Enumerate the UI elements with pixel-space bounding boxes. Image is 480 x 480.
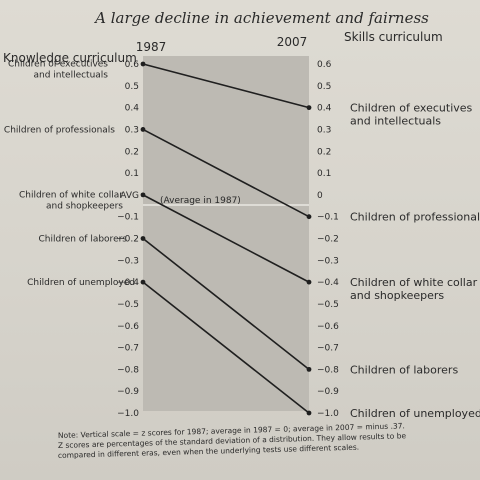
left-header: Knowledge curriculum [3,51,137,65]
right-axis-ticks: 0.6 0.5 0.4 0.3 0.2 0.1 0 −0.1 −0.2 −0.3 −0.4 −0.5 −… [317,60,339,419]
left-tick-label: −0.1 [117,213,139,223]
left-series-label: Children of laborers [38,235,127,245]
right-series-label: Children of professionals [350,211,480,224]
right-tick-label: −0.9 [317,387,339,397]
left-tick-label: −0.4 [117,278,139,288]
series-line [142,63,310,109]
right-series-label: Children of executives [350,102,473,115]
left-tick-label: 0.5 [125,82,139,92]
right-tick-label: −0.1 [317,213,339,223]
left-series-label: Children of white collar [19,190,123,200]
right-tick-label: 0 [317,191,323,201]
left-tick-label: 0.4 [125,104,140,114]
chart-panel [143,56,309,411]
series-line [142,194,310,283]
left-tick-label: AVG [120,191,139,201]
right-tick-label: 0.3 [317,125,331,135]
right-tick-label: −0.3 [317,256,339,266]
right-series-label: Children of laborers [350,363,458,376]
left-tick-label: −0.6 [117,322,139,332]
left-year: 1987 [136,40,167,54]
left-series-label: Children of executives [8,60,108,70]
average-annotation: (Average in 1987) [160,196,241,206]
right-series-label: Children of white collar [350,276,478,289]
left-tick-label: 0.6 [125,60,140,70]
right-tick-label: −0.4 [317,278,339,288]
right-year: 2007 [277,35,308,49]
left-tick-label: −0.9 [117,387,139,397]
point-2007 [306,279,312,285]
point-1987 [140,279,146,285]
point-1987 [140,236,146,241]
point-2007 [306,410,312,416]
right-tick-label: 0.5 [317,82,331,92]
right-tick-label: −0.8 [317,365,339,375]
left-series-label: and intellectuals [34,71,109,81]
right-tick-label: 0.2 [317,147,331,157]
point-2007 [306,214,312,220]
series-line [142,281,310,414]
point-1987 [140,127,146,132]
left-series-label: Children of unemployed [27,278,135,288]
left-tick-label: 0.2 [125,147,139,157]
series-line [142,128,310,218]
right-header: Skills curriculum [344,30,443,44]
left-tick-label: −1.0 [117,409,139,419]
left-series-label: and shopkeepers [46,201,123,211]
point-1987 [140,192,146,198]
left-tick-label: −0.8 [117,365,139,375]
point-2007 [306,105,312,111]
left-tick-label: −0.5 [117,300,139,310]
right-series-label: Children of unemployed [350,407,480,420]
left-tick-label: 0.1 [125,169,139,179]
right-tick-label: 0.4 [317,104,332,114]
right-tick-label: 0.1 [317,169,331,179]
right-tick-label: 0.6 [317,60,332,70]
right-tick-label: −1.0 [317,409,339,419]
left-series-label: Children of professionals [4,125,115,135]
chart-title: A large decline in achievement and fairn… [93,9,429,27]
right-tick-label: −0.7 [317,344,339,354]
left-tick-label: −0.3 [117,256,139,266]
right-tick-label: −0.5 [317,300,339,310]
right-tick-label: −0.2 [317,235,339,245]
footnote: Note: Vertical scale = z scores for 1987… [58,421,407,460]
right-tick-label: −0.6 [317,322,339,332]
left-axis-ticks: 0.6 0.5 0.4 0.3 0.2 0.1 AVG −0.1 −0.2 −0.3 −0.4 −0.… [117,60,139,419]
right-series-label: and intellectuals [350,115,441,128]
point-2007 [306,366,312,372]
left-tick-label: −0.7 [117,344,139,354]
left-tick-label: −0.2 [117,235,139,245]
series-line [142,237,310,371]
left-tick-label: 0.3 [125,125,139,135]
right-series-label: and shopkeepers [350,289,444,302]
point-1987 [140,61,146,67]
